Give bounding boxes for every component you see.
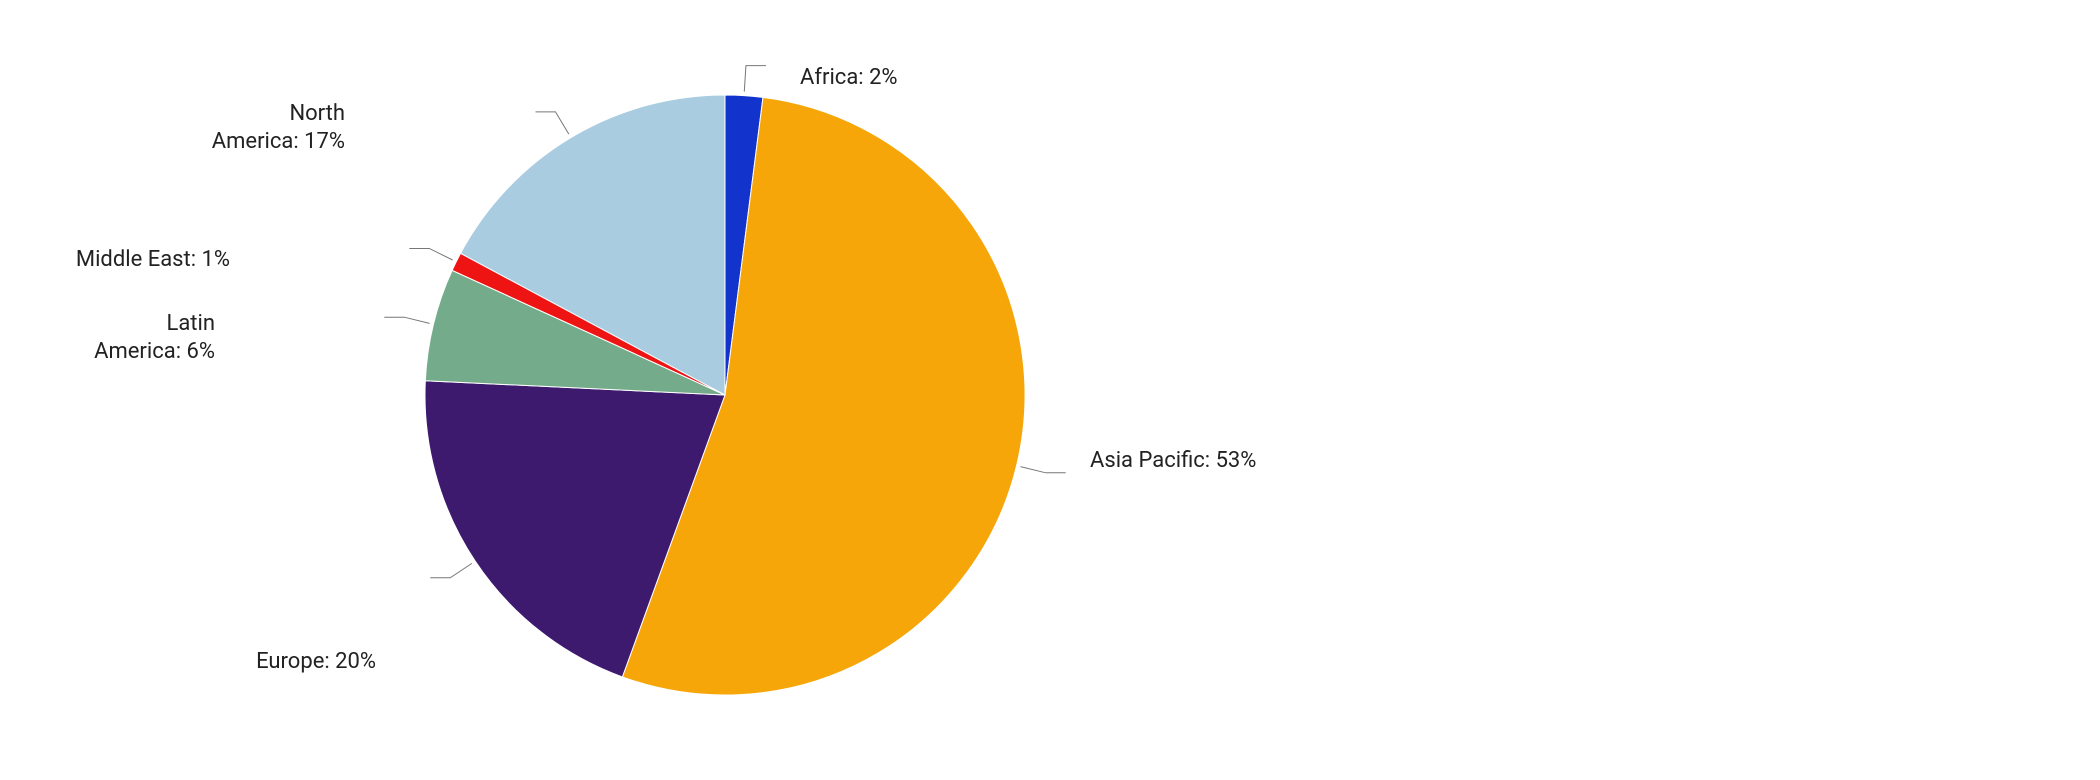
leader-line (744, 66, 766, 92)
slice-label-asia-pacific: Asia Pacific: 53% (1090, 447, 1256, 475)
slice-label-middle-east: Middle East: 1% (76, 246, 230, 274)
pie-chart: Africa: 2% Asia Pacific: 53% Europe: 20% La… (0, 0, 2100, 780)
slice-label-north-america: North America: 17% (212, 100, 345, 155)
leader-line (409, 248, 452, 260)
slice-label-europe: Europe: 20% (256, 648, 376, 676)
leader-line (535, 112, 568, 134)
slice-label-latin-america: Latin America: 6% (94, 310, 215, 365)
slice-label-africa: Africa: 2% (800, 64, 898, 92)
leader-line (1020, 467, 1065, 473)
leader-line (384, 317, 429, 323)
leader-line (430, 563, 472, 577)
